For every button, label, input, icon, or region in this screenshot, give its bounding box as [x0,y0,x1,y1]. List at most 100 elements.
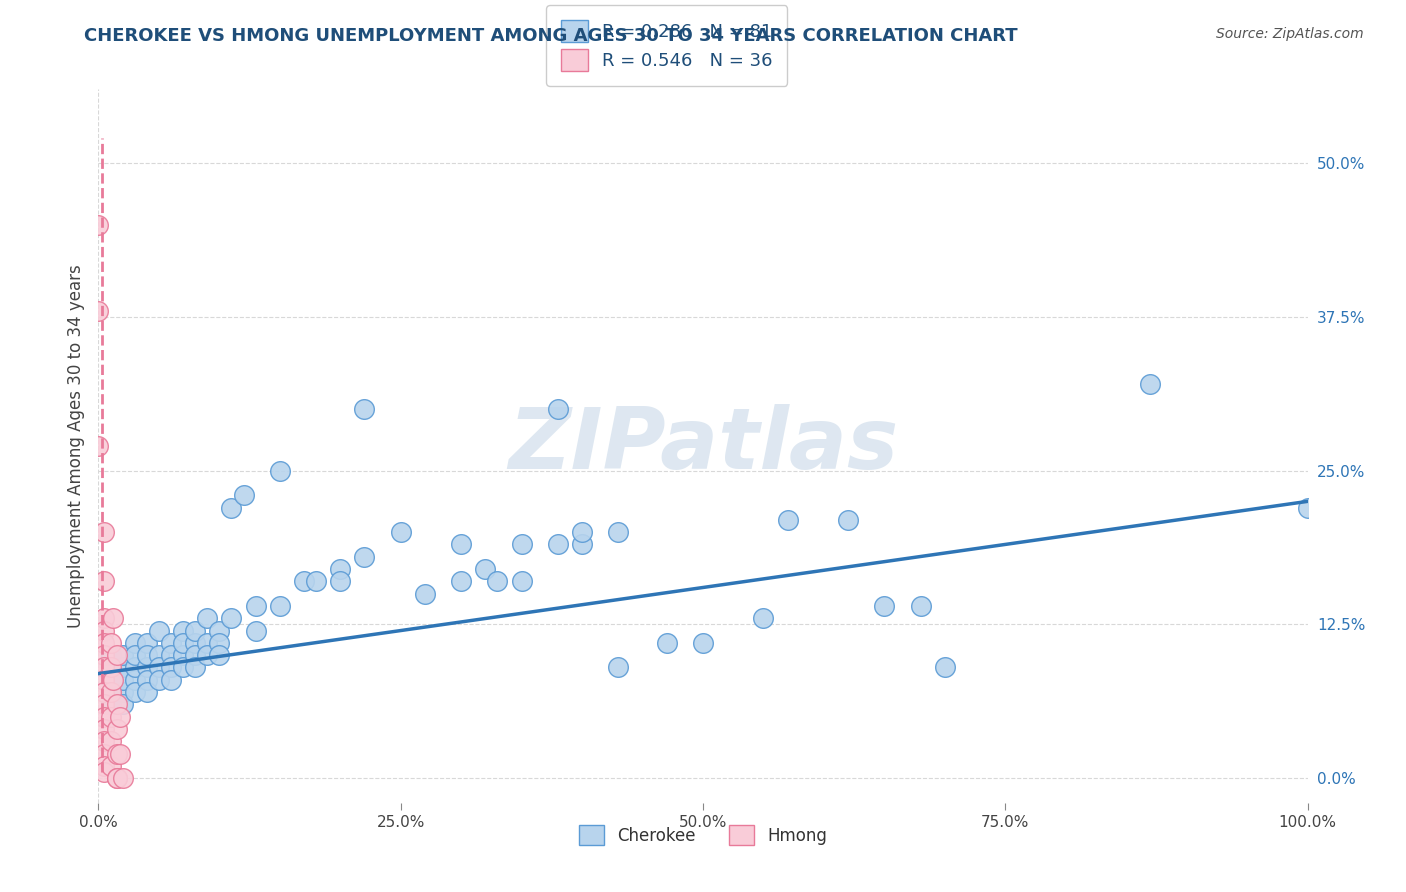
Y-axis label: Unemployment Among Ages 30 to 34 years: Unemployment Among Ages 30 to 34 years [66,264,84,628]
Point [245,599,267,613]
Point [111,660,134,674]
Point [124,636,146,650]
Point [486,574,509,589]
Point [148,660,170,674]
Point [873,599,896,613]
Point [87,439,110,453]
Point [105,771,128,785]
Point [232,488,254,502]
Point [124,685,146,699]
Point [389,525,412,540]
Point [108,709,131,723]
Point [148,673,170,687]
Point [124,648,146,662]
Point [93,722,115,736]
Point [93,734,115,748]
Point [93,636,115,650]
Point [837,513,859,527]
Point [100,685,122,699]
Point [269,599,291,613]
Point [172,636,194,650]
Point [93,685,115,699]
Point [184,648,207,662]
Point [221,500,243,515]
Point [100,660,122,674]
Point [172,624,194,638]
Point [100,636,122,650]
Point [305,574,328,589]
Point [93,525,115,540]
Point [195,636,218,650]
Point [329,574,352,589]
Point [510,537,533,551]
Point [172,648,194,662]
Point [450,574,472,589]
Point [148,624,170,638]
Point [450,537,472,551]
Point [93,660,115,674]
Point [474,562,496,576]
Point [655,636,678,650]
Point [184,636,207,650]
Point [100,673,122,687]
Point [105,648,128,662]
Point [910,599,932,613]
Point [1296,500,1319,515]
Point [93,759,115,773]
Point [105,722,128,736]
Point [87,303,110,318]
Point [208,636,231,650]
Point [100,734,122,748]
Text: Source: ZipAtlas.com: Source: ZipAtlas.com [1216,27,1364,41]
Point [93,574,115,589]
Point [105,771,128,785]
Point [195,648,218,662]
Point [547,402,569,417]
Point [93,611,115,625]
Point [160,660,183,674]
Point [172,660,194,674]
Point [208,624,231,638]
Point [160,636,183,650]
Point [93,709,115,723]
Point [111,648,134,662]
Point [353,549,375,564]
Point [571,525,593,540]
Point [934,660,956,674]
Point [93,624,115,638]
Point [124,660,146,674]
Point [160,648,183,662]
Point [111,673,134,687]
Point [184,624,207,638]
Point [108,747,131,761]
Point [105,747,128,761]
Point [111,685,134,699]
Point [148,648,170,662]
Point [93,673,115,687]
Point [195,611,218,625]
Point [752,611,775,625]
Point [292,574,315,589]
Point [100,709,122,723]
Point [100,759,122,773]
Point [135,660,157,674]
Point [184,660,207,674]
Point [221,611,243,625]
Point [93,747,115,761]
Text: ZIPatlas: ZIPatlas [508,404,898,488]
Point [135,636,157,650]
Point [135,673,157,687]
Point [607,525,630,540]
Point [135,648,157,662]
Point [100,648,122,662]
Point [208,648,231,662]
Point [692,636,714,650]
Point [105,698,128,712]
Point [269,464,291,478]
Point [93,765,115,780]
Point [776,513,799,527]
Point [510,574,533,589]
Point [100,698,122,712]
Point [100,685,122,699]
Text: CHEROKEE VS HMONG UNEMPLOYMENT AMONG AGES 30 TO 34 YEARS CORRELATION CHART: CHEROKEE VS HMONG UNEMPLOYMENT AMONG AGE… [84,27,1018,45]
